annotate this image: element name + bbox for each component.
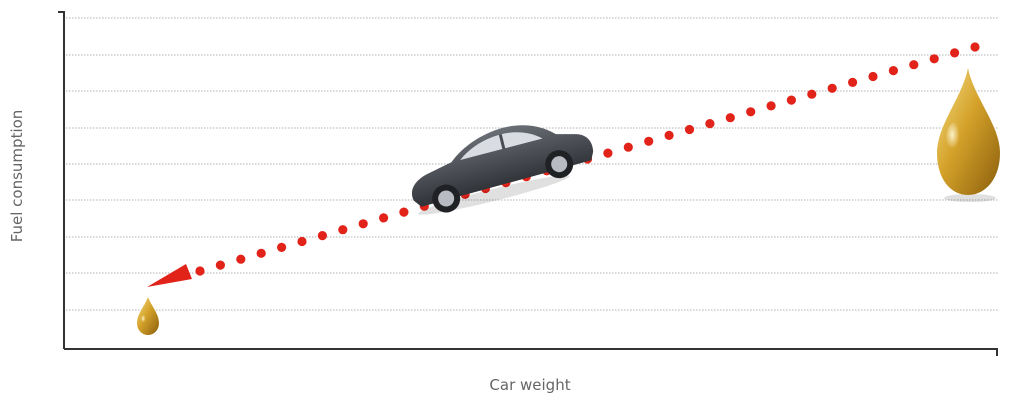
trend-dot: [725, 113, 735, 123]
trend-dot: [297, 236, 307, 247]
trend-dot: [215, 260, 225, 270]
trend-dot: [786, 95, 797, 105]
trend-dot: [317, 231, 327, 241]
trend-dot: [970, 42, 980, 52]
trend-dot: [644, 136, 654, 146]
trend-dot: [684, 124, 695, 135]
trend-dot: [195, 266, 205, 276]
x-axis-label: Car weight: [489, 376, 570, 394]
arrowhead-icon: [147, 264, 192, 287]
trend-dot: [705, 119, 715, 129]
trend-dot: [358, 219, 368, 229]
trend-dot: [950, 48, 960, 58]
trend-dot: [379, 213, 389, 223]
trend-dot: [929, 54, 939, 64]
y-axis-label: Fuel consumption: [8, 110, 26, 243]
trend-dot: [603, 148, 613, 158]
trend-dot: [827, 83, 837, 93]
trend-dot: [868, 71, 878, 82]
trend-dot: [848, 77, 858, 87]
trend-dot: [888, 66, 899, 76]
car-icon: [411, 125, 594, 215]
trend-dot: [807, 89, 817, 99]
large-oil-drop-icon: [937, 68, 1000, 202]
trend-dot: [338, 225, 348, 235]
trend-dot: [909, 60, 919, 70]
small-oil-drop-icon: [137, 297, 159, 335]
trend-dot: [664, 130, 674, 140]
trend-dot: [623, 142, 633, 152]
trend-dot: [399, 207, 409, 217]
trend-dot: [766, 101, 776, 111]
trend-dot: [277, 242, 287, 252]
trend-dot: [746, 107, 756, 117]
trend-dot: [236, 254, 246, 264]
trend-dot: [256, 248, 266, 258]
